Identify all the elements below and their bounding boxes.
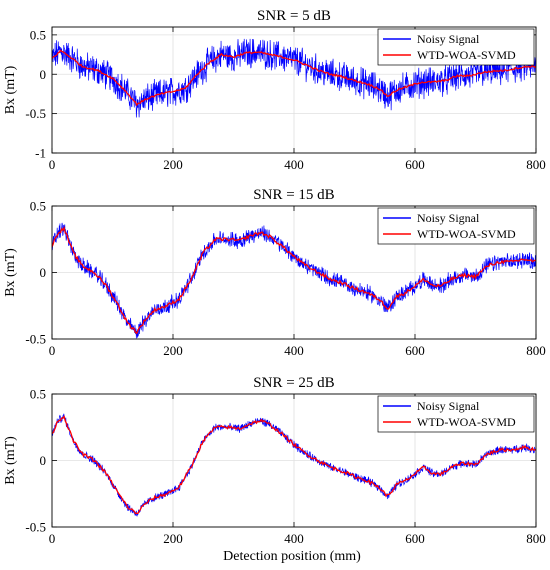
legend: Noisy Signal WTD-WOA-SVMD (377, 395, 535, 433)
x-tick-label: 0 (49, 157, 56, 172)
y-tick-label: -1 (35, 146, 46, 161)
y-tick-label: 0.5 (30, 27, 46, 42)
legend-label-noisy: Noisy Signal (417, 32, 480, 46)
y-tick-label: 0 (40, 265, 47, 280)
series-denoised-line (52, 415, 536, 515)
x-tick-label: 0 (49, 343, 56, 358)
x-tick-label: 600 (405, 343, 425, 358)
series-denoised-line (52, 49, 536, 107)
x-tick-label: 600 (405, 531, 425, 546)
legend-label-noisy: Noisy Signal (417, 211, 480, 225)
y-tick-label: -0.5 (25, 332, 46, 347)
x-tick-label: 0 (49, 531, 56, 546)
x-tick-label: 800 (526, 343, 546, 358)
x-tick-label: 200 (163, 531, 183, 546)
y-tick-label: -0.5 (25, 106, 46, 121)
chart-title: SNR = 5 dB (257, 8, 331, 24)
legend-label-denoised: WTD-WOA-SVMD (417, 415, 516, 429)
y-tick-label: 0 (40, 453, 47, 468)
legend-label-noisy: Noisy Signal (417, 399, 480, 413)
y-tick-label: 0.5 (30, 387, 46, 402)
y-axis-label: Bx (mT) (3, 65, 18, 114)
series-denoised-line (52, 225, 536, 335)
x-tick-label: 400 (284, 157, 304, 172)
y-axis-label: Bx (mT) (3, 436, 18, 485)
x-tick-label: 200 (163, 157, 183, 172)
y-axis-label: Bx (mT) (3, 248, 18, 297)
x-tick-label: 800 (526, 157, 546, 172)
legend: Noisy Signal WTD-WOA-SVMD (377, 28, 535, 66)
y-tick-label: 0.5 (30, 199, 46, 214)
x-tick-label: 800 (526, 531, 546, 546)
figure-xlabel: Detection position (mm) (223, 549, 361, 564)
x-tick-label: 600 (405, 157, 425, 172)
legend-label-denoised: WTD-WOA-SVMD (417, 227, 516, 241)
series-noisy-line (52, 38, 536, 118)
y-tick-label: -0.5 (25, 520, 46, 535)
chart-title: SNR = 25 dB (253, 375, 334, 391)
y-tick-label: 0 (40, 67, 47, 82)
legend-label-denoised: WTD-WOA-SVMD (417, 48, 516, 62)
legend-box (377, 395, 535, 433)
x-tick-label: 400 (284, 531, 304, 546)
legend-box (377, 28, 535, 66)
chart-title: SNR = 15 dB (253, 187, 334, 203)
legend-box (377, 207, 535, 245)
x-tick-label: 200 (163, 343, 183, 358)
subplot-1: SNR = 5 dB 0 200 400 600 800 0.5 0 -0.5 -1 Bx (mT)… (3, 8, 546, 172)
legend: Noisy Signal WTD-WOA-SVMD (377, 207, 535, 245)
x-tick-label: 400 (284, 343, 304, 358)
